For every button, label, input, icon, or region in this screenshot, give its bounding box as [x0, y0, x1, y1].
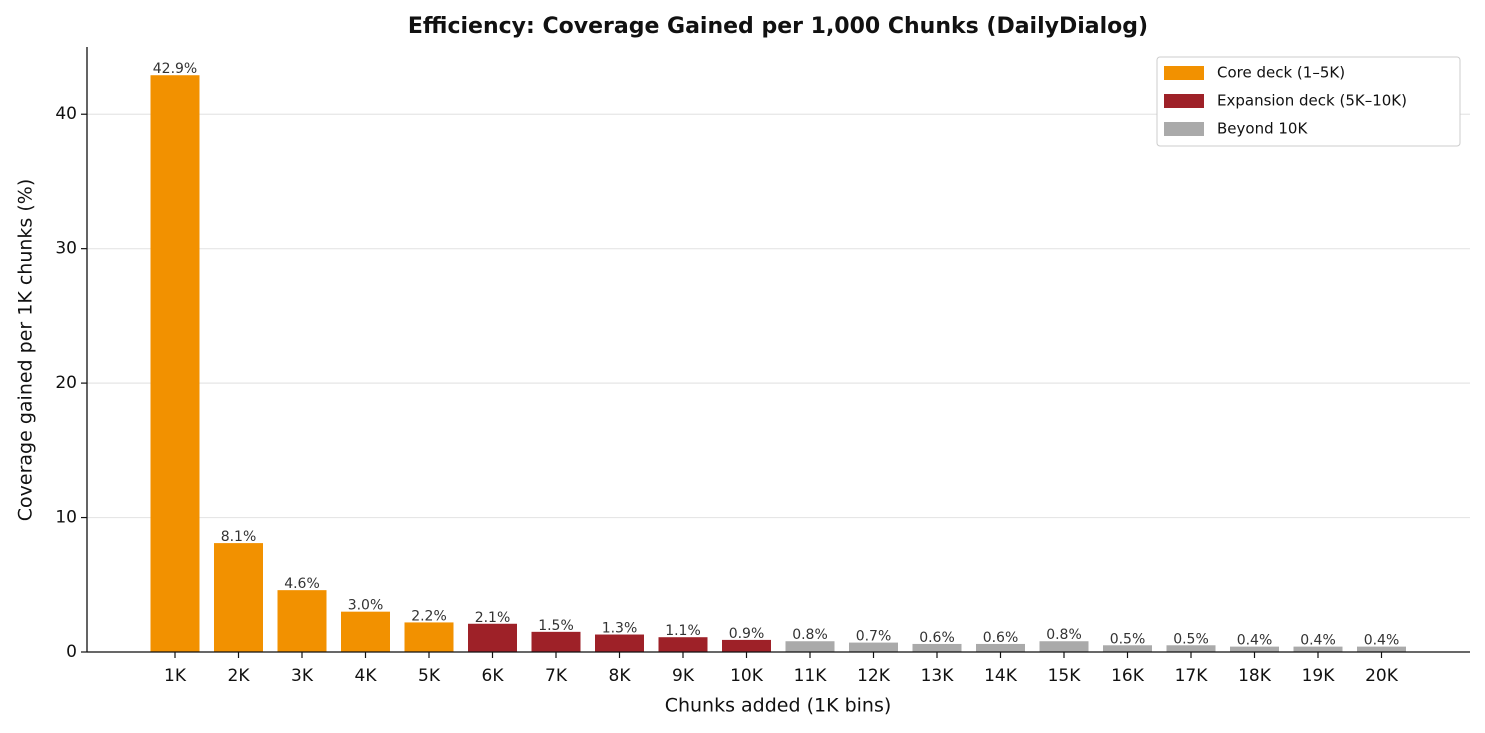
y-tick-label: 0	[66, 642, 77, 662]
bar	[976, 643, 1025, 652]
legend-swatch	[1164, 66, 1204, 80]
x-tick-label: 11K	[794, 666, 828, 686]
value-label: 8.1%	[221, 529, 257, 545]
bar	[1166, 645, 1216, 652]
bar	[849, 642, 898, 652]
legend-swatch	[1164, 122, 1204, 136]
x-tick-label: 16K	[1111, 666, 1145, 686]
bar	[1357, 646, 1406, 652]
value-label: 3.0%	[348, 598, 384, 614]
bar	[912, 643, 962, 652]
x-tick-label: 14K	[984, 666, 1018, 686]
x-tick-label: 20K	[1365, 666, 1399, 686]
value-label: 1.5%	[538, 618, 574, 634]
value-label: 42.9%	[153, 61, 197, 77]
x-tick-label: 19K	[1302, 666, 1336, 686]
y-tick-label: 10	[55, 508, 77, 528]
legend-label: Core deck (1–5K)	[1217, 64, 1345, 82]
x-tick-label: 5K	[418, 666, 441, 686]
legend: Core deck (1–5K) Expansion deck (5K–10K) B…	[1156, 56, 1461, 147]
legend-box	[1156, 56, 1461, 147]
chart-title: Efficiency: Coverage Gained per 1,000 Ch…	[408, 14, 1148, 39]
x-tick-label: 15K	[1048, 666, 1082, 686]
legend-swatch	[1164, 94, 1204, 108]
x-tick-label: 18K	[1238, 666, 1272, 686]
x-tick-label: 4K	[355, 666, 378, 686]
x-tick-label: 10K	[730, 666, 764, 686]
bar	[1230, 646, 1279, 652]
x-tick-label: 8K	[609, 666, 632, 686]
value-label: 0.4%	[1237, 633, 1273, 649]
bar	[595, 634, 644, 652]
value-label: 4.6%	[284, 576, 320, 592]
bar	[214, 543, 263, 652]
bar	[1293, 646, 1343, 652]
x-tick-label: 9K	[672, 666, 695, 686]
x-axis-label: Chunks added (1K bins)	[665, 695, 892, 717]
bar	[468, 623, 517, 652]
value-label: 0.4%	[1364, 633, 1400, 649]
y-tick-label: 20	[55, 373, 77, 393]
y-tick-label: 30	[55, 239, 77, 259]
bar	[531, 631, 581, 652]
legend-label: Expansion deck (5K–10K)	[1217, 92, 1407, 110]
legend-label: Beyond 10K	[1217, 120, 1308, 138]
x-tick-label: 2K	[228, 666, 251, 686]
x-tick-label: 17K	[1175, 666, 1209, 686]
value-label: 0.5%	[1110, 631, 1146, 647]
y-axis-label: Coverage gained per 1K chunks (%)	[15, 179, 37, 521]
value-label: 2.1%	[475, 610, 511, 626]
value-label: 1.3%	[602, 621, 638, 637]
bar	[277, 590, 327, 652]
value-label: 0.7%	[856, 629, 892, 645]
value-label: 0.5%	[1173, 631, 1209, 647]
value-label: 0.9%	[729, 626, 765, 642]
bar	[1039, 641, 1089, 652]
value-label: 0.6%	[919, 630, 955, 646]
bar	[722, 639, 771, 652]
bar	[785, 641, 835, 652]
value-label: 0.4%	[1300, 633, 1336, 649]
x-tick-label: 1K	[164, 666, 187, 686]
value-label: 2.2%	[411, 608, 447, 624]
x-tick-label: 13K	[921, 666, 955, 686]
bar	[1103, 645, 1152, 652]
bar	[404, 622, 454, 652]
x-tick-label: 12K	[857, 666, 891, 686]
value-label: 0.6%	[983, 630, 1019, 646]
value-label: 0.8%	[1046, 627, 1082, 643]
x-tick-label: 6K	[482, 666, 505, 686]
y-tick-label: 40	[55, 104, 77, 124]
bar	[150, 75, 200, 652]
bar	[341, 611, 390, 652]
value-label: 1.1%	[665, 623, 701, 639]
value-label: 0.8%	[792, 627, 828, 643]
bar	[658, 637, 708, 652]
x-tick-label: 3K	[291, 666, 314, 686]
x-tick-label: 7K	[545, 666, 568, 686]
